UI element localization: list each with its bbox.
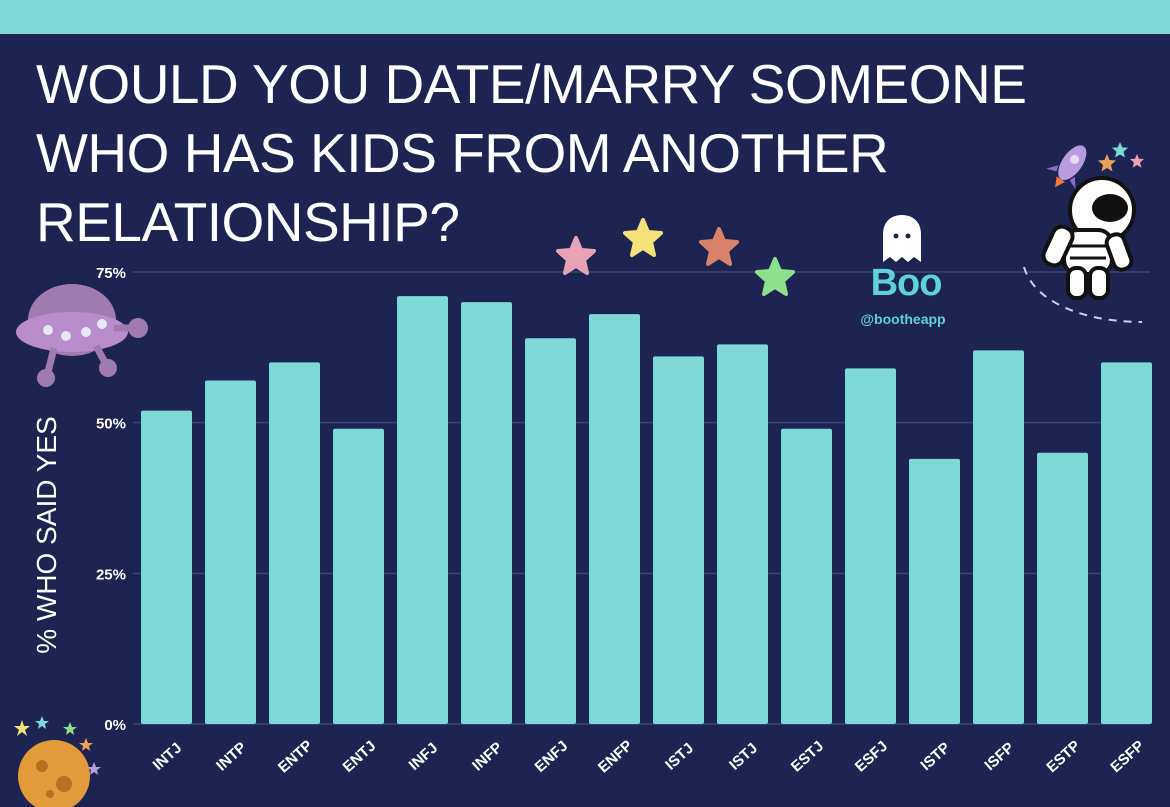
x-tick-label: ISFP — [981, 739, 1017, 774]
x-tick-label: ENFP — [595, 737, 636, 776]
x-tick-label: ESTJ — [788, 738, 827, 776]
chart-title: WOULD YOU DATE/MARRY SOMEONE WHO HAS KID… — [36, 53, 1027, 253]
x-tick-label: ESFJ — [852, 738, 891, 776]
x-tick-label: ESFP — [1107, 737, 1147, 776]
bar-infp — [461, 302, 512, 724]
star-icon — [755, 257, 795, 296]
bar-istj — [653, 356, 704, 724]
star-icon — [1098, 154, 1116, 172]
bar-istp — [909, 458, 960, 724]
star-icon — [556, 236, 596, 275]
x-tick-label: ENFJ — [532, 738, 572, 776]
bar-estj — [781, 428, 832, 724]
top-accent-band — [0, 0, 1170, 34]
star-icon — [1130, 154, 1144, 168]
bars — [141, 296, 1152, 724]
x-tick-label: INTJ — [150, 739, 186, 773]
x-tick-label: INFP — [469, 739, 506, 774]
bar-entp — [269, 362, 320, 724]
star-icon — [1112, 142, 1128, 158]
y-axis-label: % WHO SAID YES — [31, 416, 62, 654]
bar-isfp — [973, 350, 1024, 724]
bar-esfj — [845, 368, 896, 724]
bar-istj — [717, 344, 768, 724]
y-tick-label: 25% — [96, 566, 126, 583]
x-tick-label: ISTP — [917, 739, 953, 774]
x-tick-label: ENTJ — [340, 738, 380, 776]
x-tick-label: ISTJ — [662, 740, 697, 774]
bar-entj — [333, 428, 384, 724]
rocket-icon — [1046, 145, 1087, 190]
ghost-icon — [883, 215, 921, 262]
star-icon — [623, 218, 663, 257]
brand-logo-text: Boo — [870, 262, 943, 304]
y-tick-label: 50% — [96, 416, 126, 433]
bar-enfj — [525, 338, 576, 724]
x-tick-label: ENTP — [275, 737, 316, 776]
y-tick-labels: 0% 25% 50% 75% — [96, 265, 126, 734]
bar-intp — [205, 380, 256, 724]
bar-enfp — [589, 314, 640, 724]
y-tick-label: 0% — [104, 717, 126, 734]
x-tick-label: INFJ — [406, 739, 442, 773]
bar-estp — [1037, 452, 1088, 724]
x-tick-labels: INTJ INTP ENTP ENTJ INFJ INFP ENFJ ENFP ISTJ ISTJ… — [150, 737, 1148, 776]
star-icon — [699, 227, 739, 266]
planet-icon — [14, 716, 101, 807]
brand-handle: @bootheapp — [860, 311, 946, 327]
bar-esfp — [1101, 362, 1152, 724]
x-tick-label: ESTP — [1043, 737, 1083, 776]
astronaut-icon — [1023, 176, 1143, 323]
bar-infj — [397, 296, 448, 724]
y-tick-label: 75% — [96, 265, 126, 282]
x-tick-label: ISTJ — [726, 740, 761, 774]
bar-intj — [141, 410, 192, 724]
ufo-icon — [16, 284, 148, 387]
x-tick-label: INTP — [213, 739, 250, 774]
